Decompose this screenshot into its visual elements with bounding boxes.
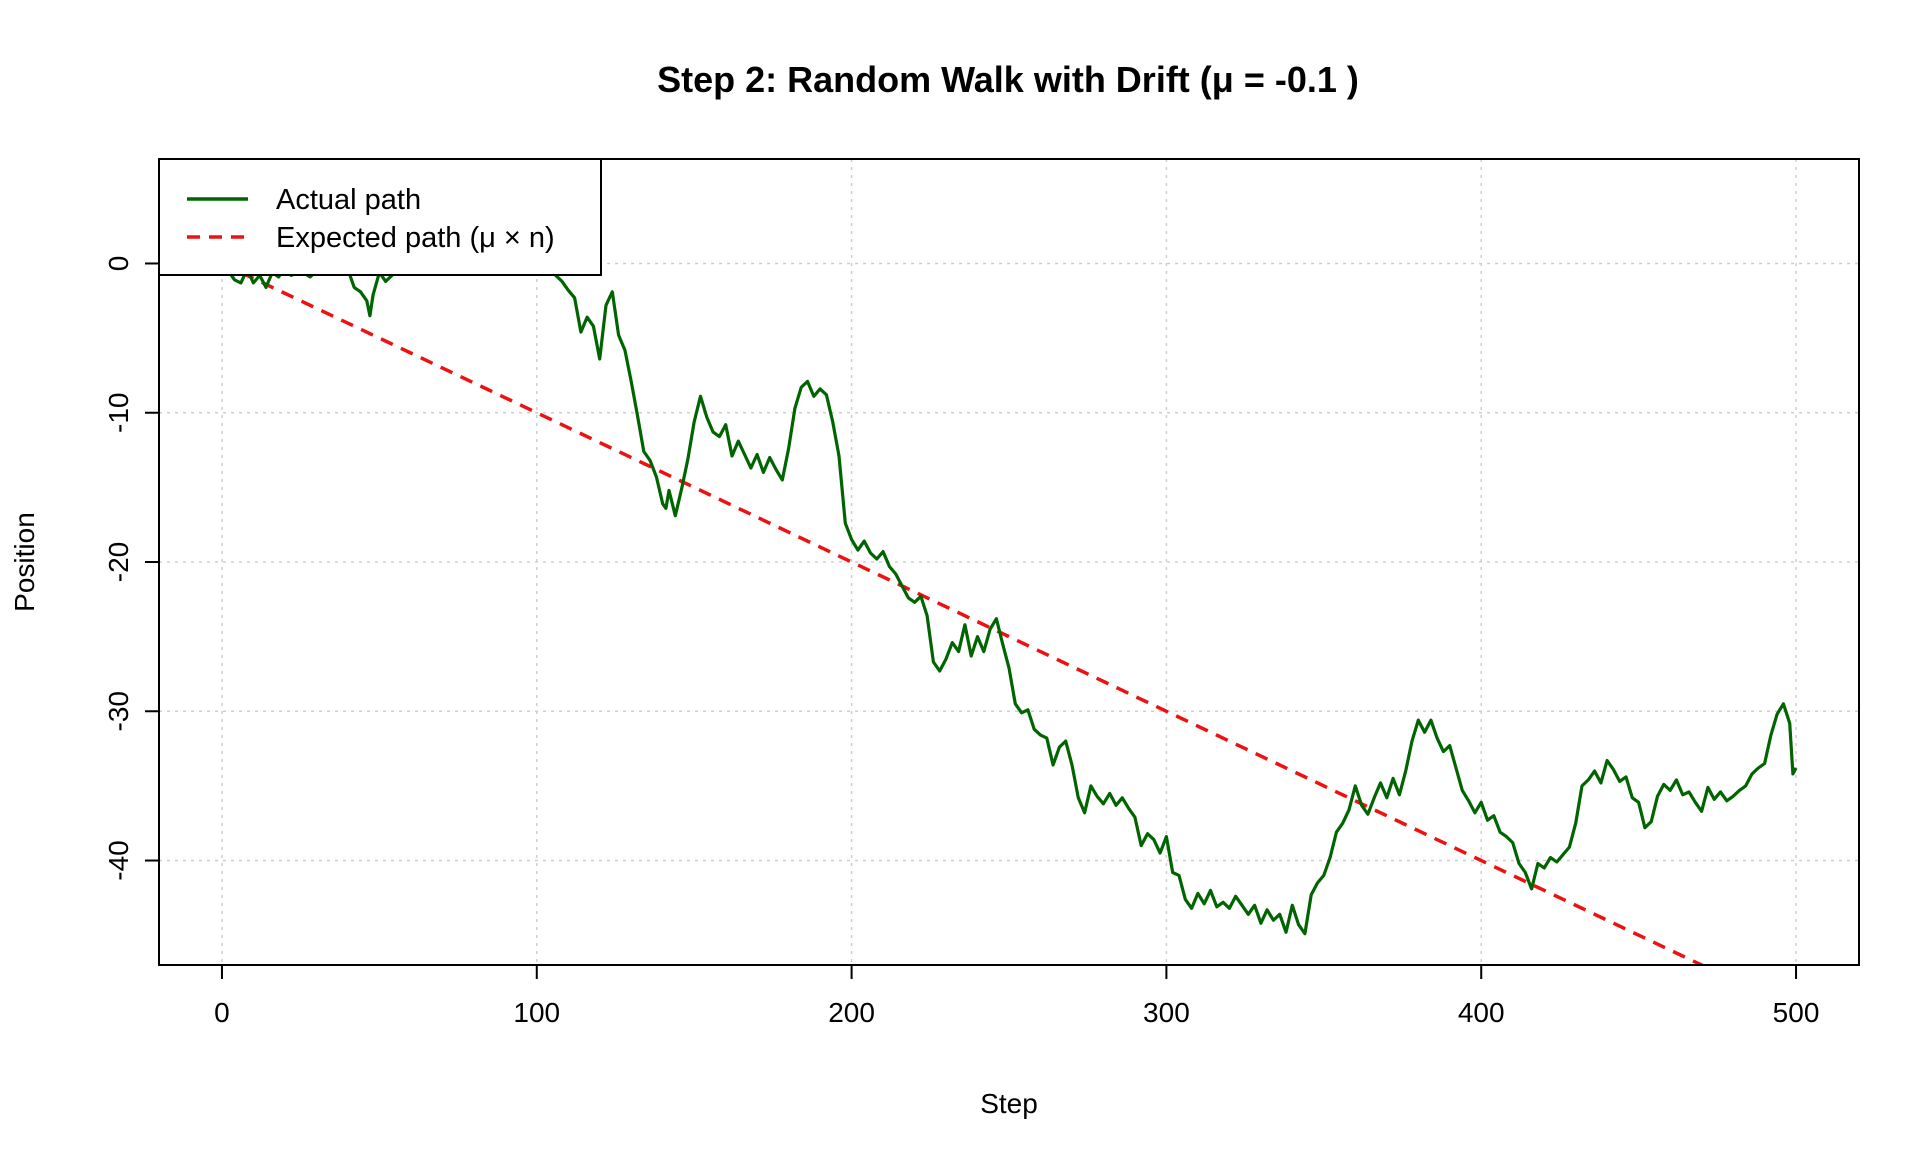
x-axis: 0 100 200 300 400 500 <box>214 964 1820 1028</box>
x-axis-label: Step <box>980 1088 1038 1119</box>
grid-layer <box>159 159 1859 965</box>
x-tick-label: 200 <box>828 997 875 1028</box>
x-tick-label: 300 <box>1143 997 1190 1028</box>
y-tick-label: -10 <box>103 393 134 433</box>
y-tick-label: -20 <box>103 542 134 582</box>
x-tick-label: 500 <box>1773 997 1820 1028</box>
x-tick-label: 100 <box>513 997 560 1028</box>
actual-path-line <box>220 247 1798 936</box>
y-tick-label: -30 <box>103 691 134 731</box>
y-tick-label: -40 <box>103 840 134 880</box>
expected-path-layer <box>221 261 1706 965</box>
actual-path-layer <box>220 247 1798 936</box>
legend-box <box>158 158 602 276</box>
y-tick-label: 0 <box>103 256 134 272</box>
y-axis: 0 -10 -20 -30 -40 <box>103 256 160 881</box>
x-tick-label: 0 <box>214 997 230 1028</box>
x-tick-label: 400 <box>1458 997 1505 1028</box>
legend-label-actual: Actual path <box>276 184 421 216</box>
legend: Actual path Expected path (μ × n) <box>158 158 602 276</box>
chart-title: Step 2: Random Walk with Drift (μ = -0.1… <box>657 59 1359 100</box>
legend-label-expected: Expected path (μ × n) <box>276 222 555 254</box>
y-axis-label: Position <box>9 512 40 612</box>
expected-path-line <box>221 261 1706 965</box>
